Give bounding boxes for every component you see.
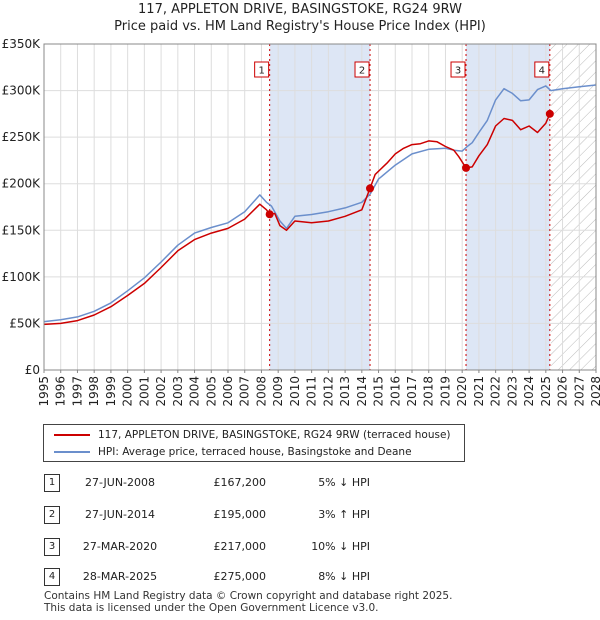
y-tick-label: £200K bbox=[2, 177, 42, 191]
ownership-period-shade bbox=[269, 44, 371, 370]
transaction-number: 4 bbox=[44, 568, 60, 586]
x-tick-label: 2014 bbox=[355, 376, 369, 407]
transaction-number: 2 bbox=[44, 506, 60, 524]
x-tick-label: 2012 bbox=[321, 376, 335, 407]
transaction-row: 1 27-JUN-2008 £167,200 5% ↓ HPI bbox=[0, 473, 600, 493]
x-tick-label: 2003 bbox=[171, 376, 185, 407]
transaction-hpi-diff: 8% ↓ HPI bbox=[318, 570, 370, 583]
legend-item-property: 117, APPLETON DRIVE, BASINGSTOKE, RG24 9… bbox=[54, 427, 451, 443]
forecast-hatch bbox=[550, 44, 596, 370]
transaction-price: £217,000 bbox=[213, 540, 267, 553]
transaction-label: 1 bbox=[258, 66, 264, 77]
x-tick-label: 2004 bbox=[188, 376, 202, 407]
transaction-row: 4 28-MAR-2025 £275,000 8% ↓ HPI bbox=[0, 567, 600, 587]
x-tick-label: 2010 bbox=[288, 376, 302, 407]
legend-swatch-property bbox=[54, 434, 90, 436]
y-tick-label: £50K bbox=[9, 316, 41, 330]
transaction-label-box bbox=[450, 61, 466, 78]
x-tick-label: 2018 bbox=[422, 376, 436, 407]
transaction-hpi-diff: 5% ↓ HPI bbox=[318, 476, 370, 489]
x-tick-label: 2024 bbox=[522, 376, 536, 407]
x-tick-label: 2000 bbox=[121, 376, 135, 407]
legend: 117, APPLETON DRIVE, BASINGSTOKE, RG24 9… bbox=[43, 424, 465, 462]
transaction-marker bbox=[462, 163, 471, 172]
x-tick-label: 2020 bbox=[455, 376, 469, 407]
transaction-hpi-diff: 3% ↑ HPI bbox=[318, 508, 370, 521]
transaction-row: 2 27-JUN-2014 £195,000 3% ↑ HPI bbox=[0, 505, 600, 525]
x-tick-label: 1995 bbox=[37, 376, 51, 407]
transaction-date: 27-JUN-2014 bbox=[84, 508, 156, 521]
x-tick-label: 2006 bbox=[221, 376, 235, 407]
transaction-label-box bbox=[254, 61, 270, 78]
legend-label-property: 117, APPLETON DRIVE, BASINGSTOKE, RG24 9… bbox=[98, 429, 451, 441]
x-tick-label: 2019 bbox=[438, 376, 452, 407]
x-tick-label: 2015 bbox=[372, 376, 386, 407]
y-tick-label: £150K bbox=[2, 223, 42, 237]
transaction-marker bbox=[265, 210, 274, 219]
x-tick-label: 2023 bbox=[505, 376, 519, 407]
x-tick-label: 2017 bbox=[405, 376, 419, 407]
chart-subtitle: Price paid vs. HM Land Registry's House … bbox=[114, 19, 486, 34]
transaction-price: £167,200 bbox=[213, 476, 267, 489]
transaction-number: 3 bbox=[44, 538, 60, 556]
price-chart: 1 2 3 4 £0 £50K £100K £150K £200K £250K £300K £350… bbox=[2, 37, 600, 407]
x-tick-label: 2021 bbox=[472, 376, 486, 407]
x-tick-label: 2002 bbox=[154, 376, 168, 407]
x-tick-label: 2008 bbox=[254, 376, 268, 407]
footer-licence: This data is licensed under the Open Gov… bbox=[44, 602, 379, 614]
x-tick-label: 1997 bbox=[70, 376, 84, 407]
x-tick-label: 2005 bbox=[204, 376, 218, 407]
x-tick-label: 2027 bbox=[572, 376, 586, 407]
footer-copyright: Contains HM Land Registry data © Crown c… bbox=[44, 590, 453, 602]
y-tick-label: £350K bbox=[2, 37, 42, 51]
chart-title: 117, APPLETON DRIVE, BASINGSTOKE, RG24 9… bbox=[138, 2, 462, 17]
transaction-date: 28-MAR-2025 bbox=[82, 570, 158, 583]
y-tick-label: £300K bbox=[2, 84, 42, 98]
x-tick-label: 2022 bbox=[489, 376, 503, 407]
x-tick-label: 2016 bbox=[388, 376, 402, 407]
x-tick-label: 2026 bbox=[556, 376, 570, 407]
transaction-row: 3 27-MAR-2020 £217,000 10% ↓ HPI bbox=[0, 537, 600, 557]
y-tick-label: £100K bbox=[2, 270, 42, 284]
ownership-period-shade bbox=[466, 44, 550, 370]
x-tick-label: 2007 bbox=[238, 376, 252, 407]
x-tick-label: 2028 bbox=[589, 376, 600, 407]
transaction-hpi-diff: 10% ↓ HPI bbox=[311, 540, 370, 553]
legend-item-hpi: HPI: Average price, terraced house, Basi… bbox=[54, 444, 412, 460]
x-tick-label: 1998 bbox=[87, 376, 101, 407]
transaction-date: 27-MAR-2020 bbox=[82, 540, 158, 553]
transaction-date: 27-JUN-2008 bbox=[84, 476, 156, 489]
transaction-label-box bbox=[354, 61, 370, 78]
transaction-label: 3 bbox=[455, 66, 461, 77]
transaction-marker bbox=[366, 184, 375, 193]
x-tick-label: 2001 bbox=[137, 376, 151, 407]
y-tick-label: £250K bbox=[2, 130, 42, 144]
x-tick-label: 2025 bbox=[539, 376, 553, 407]
legend-swatch-hpi bbox=[54, 451, 90, 453]
transaction-marker bbox=[545, 109, 554, 118]
x-tick-label: 2009 bbox=[271, 376, 285, 407]
x-tick-label: 2011 bbox=[305, 376, 319, 407]
transaction-price: £275,000 bbox=[213, 570, 267, 583]
transaction-label: 4 bbox=[539, 66, 545, 77]
transaction-price: £195,000 bbox=[213, 508, 267, 521]
x-tick-label: 2013 bbox=[338, 376, 352, 407]
x-tick-label: 1996 bbox=[54, 376, 68, 407]
transaction-label-box bbox=[534, 61, 550, 78]
plot-frame bbox=[43, 43, 597, 371]
transaction-number: 1 bbox=[44, 474, 60, 492]
x-tick-label: 1999 bbox=[104, 376, 118, 407]
transaction-label: 2 bbox=[359, 66, 365, 77]
legend-label-hpi: HPI: Average price, terraced house, Basi… bbox=[98, 446, 412, 458]
y-tick-label: £0 bbox=[25, 363, 40, 377]
